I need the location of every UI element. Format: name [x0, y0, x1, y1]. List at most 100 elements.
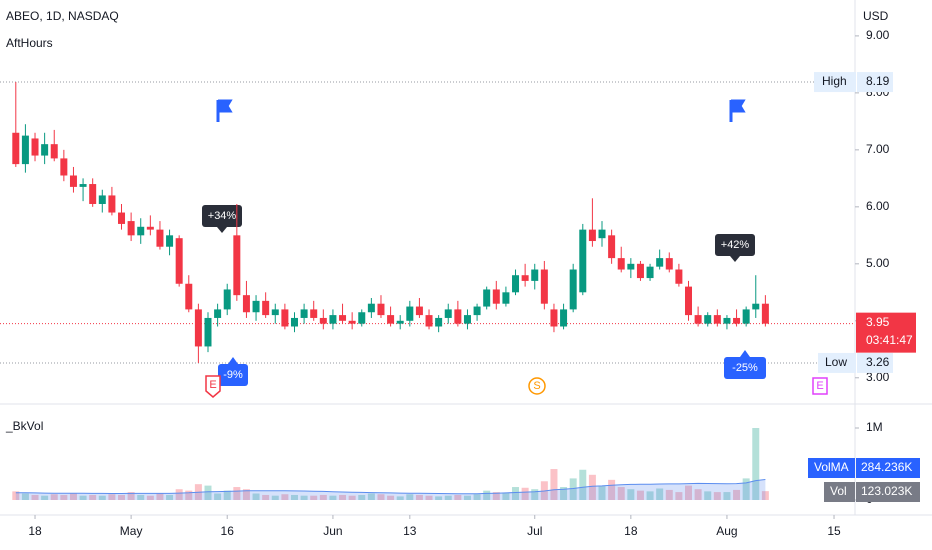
earnings-marker[interactable] — [812, 377, 828, 395]
event-label: S — [533, 380, 540, 392]
tag-box — [715, 234, 755, 256]
y-tick-label: 5.00 — [866, 256, 890, 270]
candle-body — [588, 229, 596, 242]
tag-text: +34% — [208, 210, 237, 222]
candle-body — [242, 295, 250, 313]
volume-bar — [550, 469, 558, 500]
tag-box — [724, 357, 766, 379]
price-label: 3.95 — [866, 315, 890, 329]
candle-body — [675, 269, 683, 284]
x-tick-label: 15 — [827, 524, 841, 538]
volma-name: VolMA — [814, 460, 849, 474]
candle-body — [223, 289, 231, 310]
candle-body — [463, 315, 471, 324]
candle-body — [569, 269, 577, 310]
low-label-box — [818, 352, 856, 373]
tag-pointer — [740, 350, 750, 357]
candle-body — [108, 195, 116, 213]
candle-body — [21, 135, 29, 165]
volume-bar — [560, 487, 568, 500]
volume-bar — [12, 491, 20, 500]
candle-body — [367, 303, 375, 313]
volume-bar — [713, 492, 721, 500]
volume-bar — [463, 495, 471, 500]
indicator-name: AftHours — [6, 36, 53, 50]
candle-body — [358, 312, 366, 324]
candle-body — [512, 275, 520, 293]
tag-text: -9% — [223, 369, 243, 381]
candle-body — [415, 306, 423, 316]
volume-bar — [406, 494, 414, 500]
candle-body — [310, 309, 318, 318]
dividend-marker[interactable] — [528, 377, 546, 395]
volume-bar — [761, 491, 769, 500]
volume-bar — [473, 494, 481, 500]
volume-bar — [166, 494, 174, 500]
volume-bar — [242, 489, 250, 500]
candle-body — [194, 309, 202, 347]
countdown: 03:41:47 — [866, 333, 913, 347]
volume-bar — [704, 491, 712, 500]
volume-bar — [69, 493, 77, 500]
x-tick-label: 13 — [403, 524, 417, 538]
volume-bar — [300, 495, 308, 500]
change-tag: +42% — [715, 234, 755, 262]
low-value: 3.26 — [866, 355, 890, 369]
y-tick-label: 3.00 — [866, 370, 890, 384]
x-tick-label: 18 — [624, 524, 638, 538]
volume-bar — [127, 492, 135, 500]
volume-bar — [281, 494, 289, 500]
y-tick-label: 7.00 — [866, 142, 890, 156]
volume-bar — [502, 492, 510, 500]
candle-body — [185, 283, 193, 310]
candle-body — [694, 315, 702, 324]
volume-bar — [367, 493, 375, 500]
indicator-name: _BkVol — [5, 419, 43, 433]
candle-body — [31, 138, 39, 156]
candle-body — [608, 235, 616, 259]
candle-body — [454, 309, 462, 324]
x-tick-label: 16 — [221, 524, 235, 538]
volume-bar — [252, 493, 260, 500]
volma-value: 284.236K — [861, 460, 912, 474]
y-tick-label: 6.00 — [866, 199, 890, 213]
x-tick-label: Jun — [323, 524, 342, 538]
volume-bar — [339, 494, 347, 500]
change-tag: -9% — [218, 357, 248, 386]
volume-bar — [742, 478, 750, 500]
volume-bar — [348, 495, 356, 500]
volume-bar — [31, 494, 39, 500]
currency: USD — [863, 9, 889, 23]
volume-bar — [579, 469, 587, 500]
high-value: 8.19 — [866, 74, 890, 88]
candle-body — [41, 144, 49, 156]
candle-body — [444, 309, 452, 318]
candle-body — [492, 289, 500, 304]
candle-body — [281, 309, 289, 327]
tag-pointer — [228, 357, 238, 364]
vol-name: Vol — [830, 484, 847, 498]
volume-bar — [733, 489, 741, 500]
candle-body — [214, 309, 222, 318]
candle-body — [627, 263, 635, 270]
candle-body — [387, 315, 395, 324]
volume-bar — [415, 494, 423, 500]
volume-bar — [310, 495, 318, 500]
candle-body — [723, 317, 731, 324]
volume-bar — [185, 490, 193, 500]
volume-bar — [262, 494, 270, 500]
candle-body — [752, 303, 760, 310]
volume-bar — [598, 485, 606, 500]
candle-body — [290, 317, 298, 327]
candle-body — [406, 306, 414, 321]
volume-bar — [214, 493, 222, 500]
volume-bar — [41, 495, 49, 500]
candle-body — [118, 212, 126, 224]
tag-text: +42% — [721, 239, 750, 251]
candle-body — [733, 317, 741, 324]
earnings-marker[interactable] — [205, 375, 221, 398]
low-label: Low — [825, 355, 847, 369]
tag-text: -25% — [732, 362, 758, 374]
vol-value: 123.023K — [861, 484, 912, 498]
volume-bar — [223, 490, 231, 500]
